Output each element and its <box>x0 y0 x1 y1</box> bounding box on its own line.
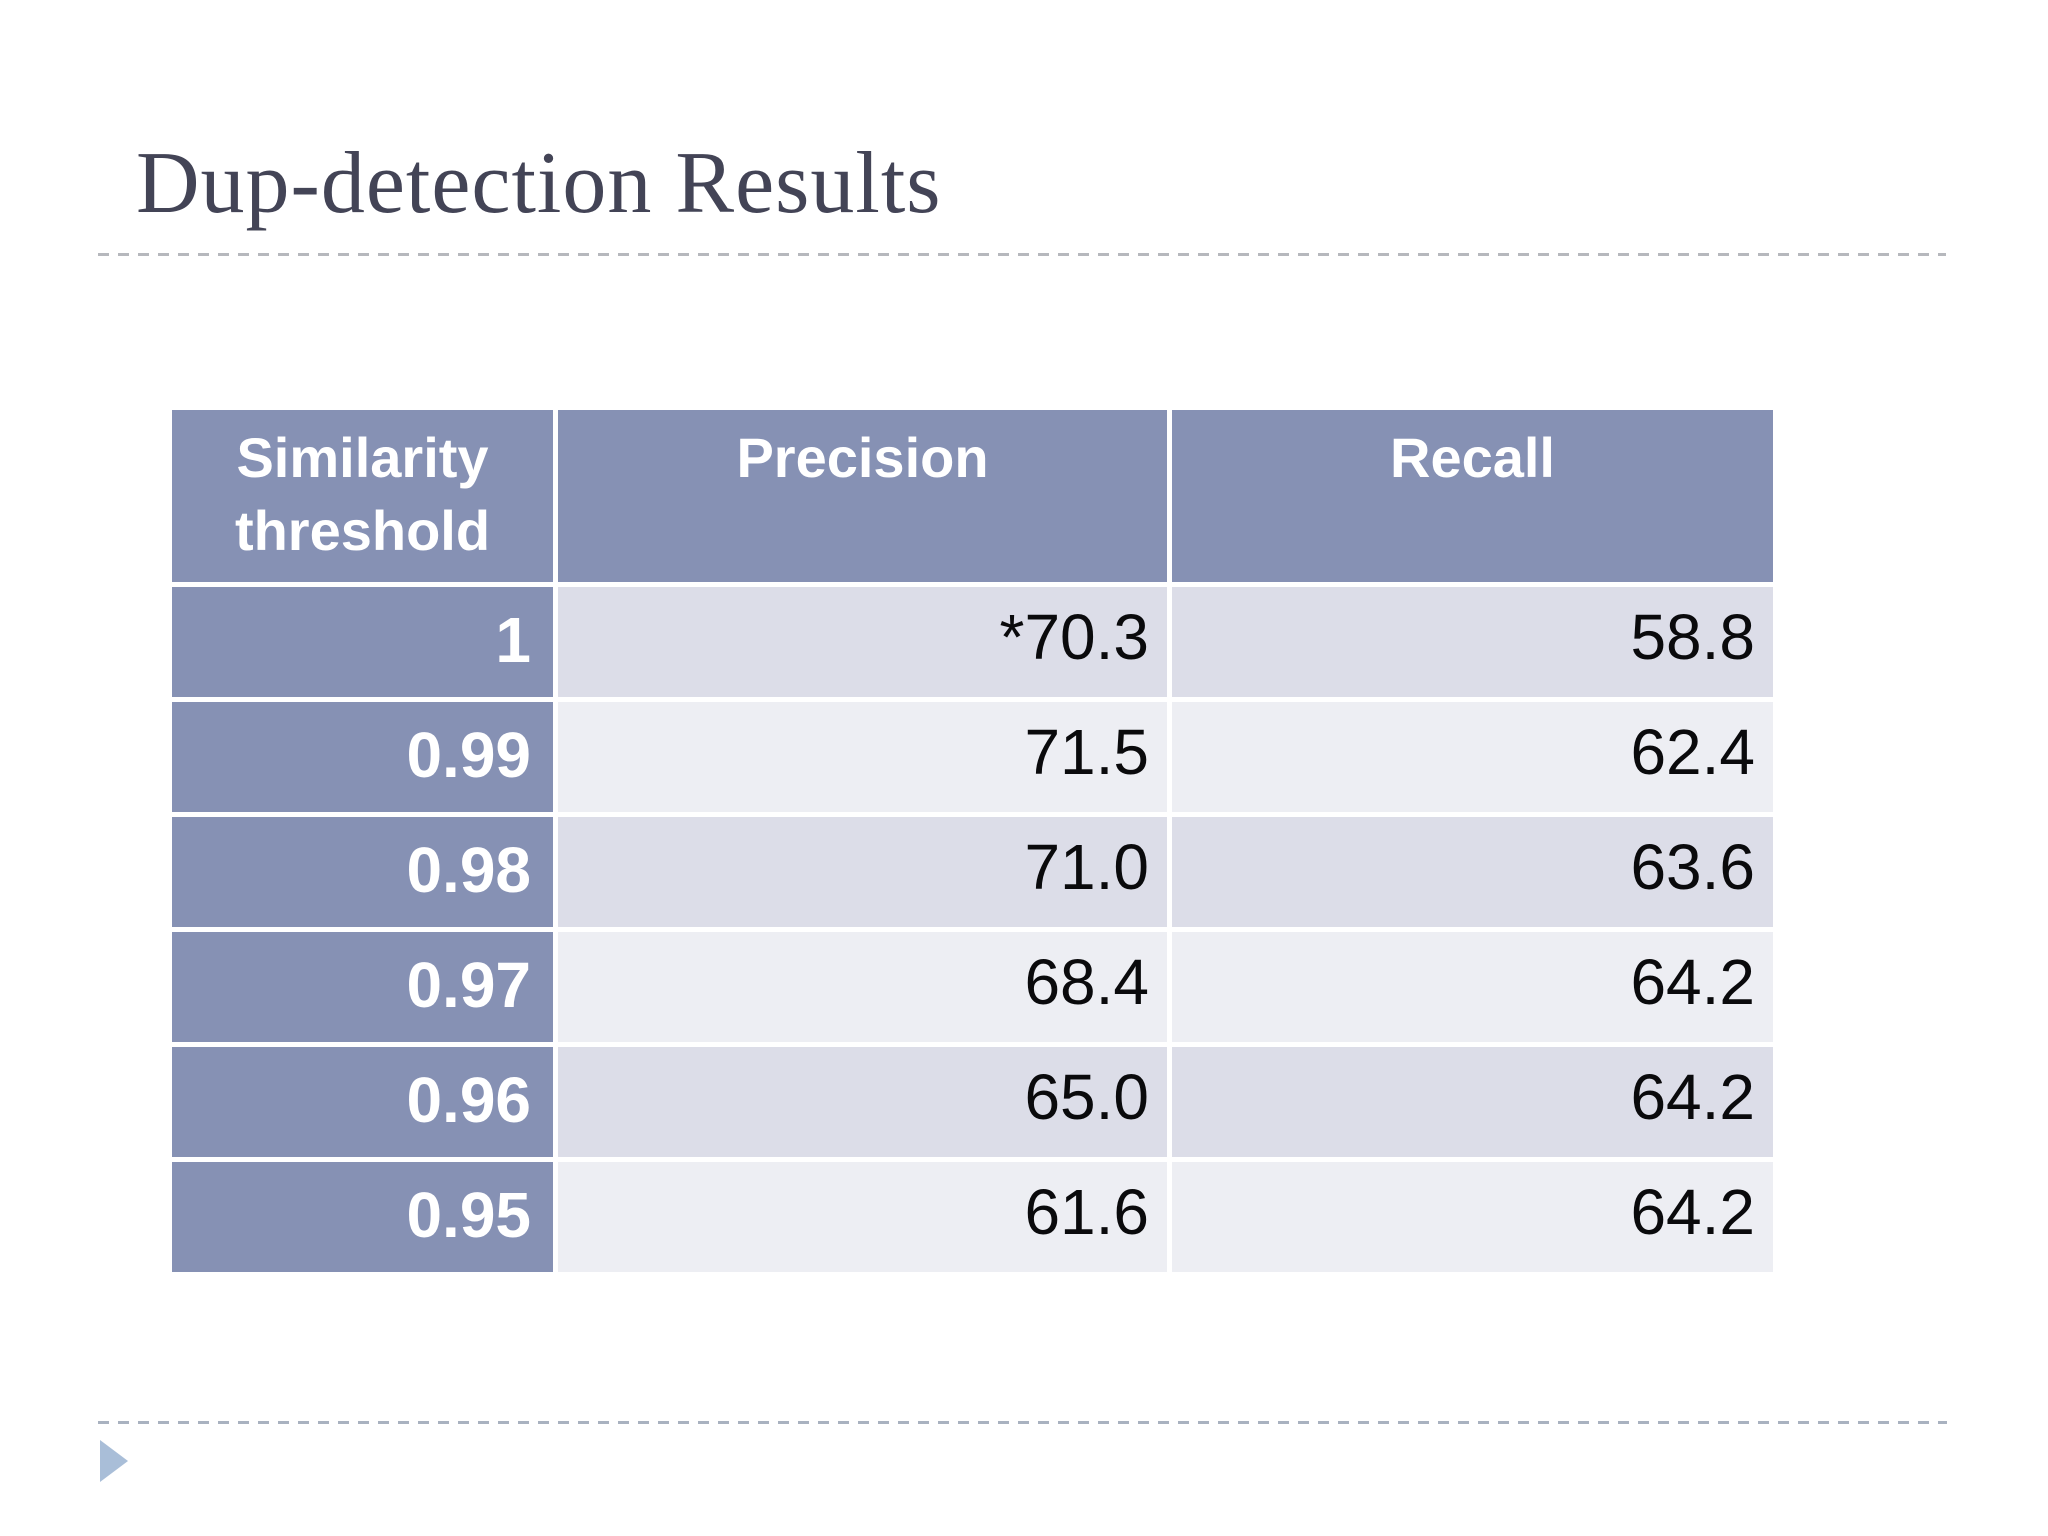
right-triangle-icon <box>100 1440 128 1482</box>
row-header-threshold: 0.99 <box>172 702 553 812</box>
row-header-threshold: 0.98 <box>172 817 553 927</box>
column-header-similarity-threshold: Similarity threshold <box>172 410 553 582</box>
recall-value: 58.8 <box>1172 587 1773 697</box>
recall-value: 64.2 <box>1172 932 1773 1042</box>
column-header-precision: Precision <box>558 410 1167 582</box>
precision-value: 71.0 <box>558 817 1167 927</box>
results-table: Similarity threshold Precision Recall 1 … <box>172 410 1773 1272</box>
recall-value: 63.6 <box>1172 817 1773 927</box>
column-header-recall: Recall <box>1172 410 1773 582</box>
title-divider <box>98 253 1946 256</box>
precision-value: 71.5 <box>558 702 1167 812</box>
row-header-threshold: 0.97 <box>172 932 553 1042</box>
recall-value: 64.2 <box>1172 1162 1773 1272</box>
recall-value: 64.2 <box>1172 1047 1773 1157</box>
precision-value: 68.4 <box>558 932 1167 1042</box>
precision-value: 61.6 <box>558 1162 1167 1272</box>
row-header-threshold: 0.95 <box>172 1162 553 1272</box>
row-header-threshold: 1 <box>172 587 553 697</box>
page-title: Dup-detection Results <box>136 135 942 232</box>
row-header-threshold: 0.96 <box>172 1047 553 1157</box>
precision-value: *70.3 <box>558 587 1167 697</box>
recall-value: 62.4 <box>1172 702 1773 812</box>
precision-value: 65.0 <box>558 1047 1167 1157</box>
footer-divider <box>98 1421 1947 1424</box>
